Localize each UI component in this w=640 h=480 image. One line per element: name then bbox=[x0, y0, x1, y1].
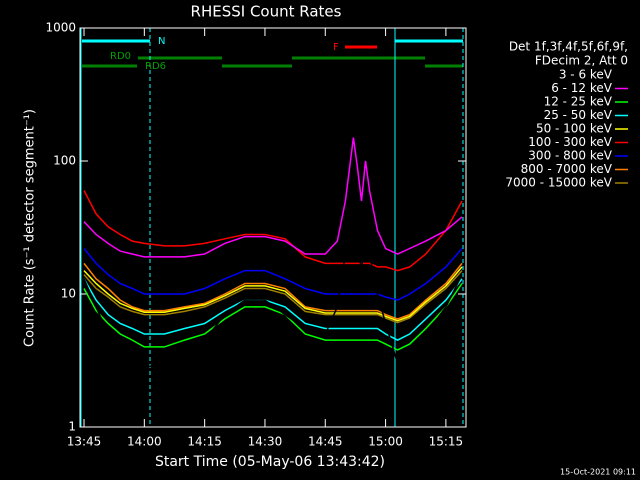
x-axis-label: Start Time (05-May-06 13:43:42) bbox=[155, 454, 385, 470]
annotation: N bbox=[158, 36, 165, 47]
series-line bbox=[83, 283, 463, 351]
annotation: RD0 bbox=[110, 51, 131, 62]
series-line bbox=[83, 262, 463, 320]
legend-label: 50 - 100 keV bbox=[536, 122, 613, 136]
annotation-bars bbox=[80, 28, 464, 427]
x-tick-label: 13:45 bbox=[67, 435, 102, 449]
legend-label: 25 - 50 keV bbox=[544, 108, 613, 122]
legend-title: Det 1f,3f,4f,5f,6f,9f, bbox=[509, 40, 628, 54]
series-line bbox=[83, 270, 463, 324]
legend-label: 12 - 25 keV bbox=[544, 95, 613, 109]
series-line bbox=[83, 137, 463, 258]
legend-label: 300 - 800 keV bbox=[528, 149, 612, 163]
legend-label: 6 - 12 keV bbox=[551, 81, 613, 95]
y-axis-label: Count Rate (s⁻¹ detector segment⁻¹) bbox=[23, 109, 38, 347]
plot-frame bbox=[79, 27, 467, 428]
x-tick-label: 15:00 bbox=[368, 435, 403, 449]
annotation: RD6 bbox=[145, 61, 166, 72]
legend-label: 7000 - 15000 keV bbox=[505, 176, 612, 190]
legend-label: 100 - 300 keV bbox=[528, 135, 612, 149]
y-tick-label: 1 bbox=[68, 420, 76, 434]
footer: 15-Oct-2021 09:11 bbox=[560, 468, 636, 477]
chart-title: RHESSI Count Rates bbox=[191, 3, 342, 21]
legend-title: FDecim 2, Att 0 bbox=[535, 54, 628, 68]
series-line bbox=[83, 266, 463, 322]
series-line bbox=[83, 190, 463, 272]
x-tick-label: 15:15 bbox=[429, 435, 464, 449]
x-tick-label: 14:30 bbox=[248, 435, 283, 449]
series-line bbox=[83, 248, 463, 301]
series-line bbox=[83, 213, 463, 369]
annotation: F bbox=[333, 42, 339, 53]
legend-label: 3 - 6 keV bbox=[559, 68, 613, 82]
y-tick-label: 1000 bbox=[45, 21, 76, 35]
y-tick-label: 100 bbox=[53, 154, 76, 168]
x-tick-label: 14:45 bbox=[308, 435, 343, 449]
y-tick-label: 10 bbox=[61, 287, 76, 301]
legend-label: 800 - 7000 keV bbox=[521, 162, 613, 176]
x-tick-label: 14:00 bbox=[127, 435, 162, 449]
x-tick-label: 14:15 bbox=[187, 435, 222, 449]
